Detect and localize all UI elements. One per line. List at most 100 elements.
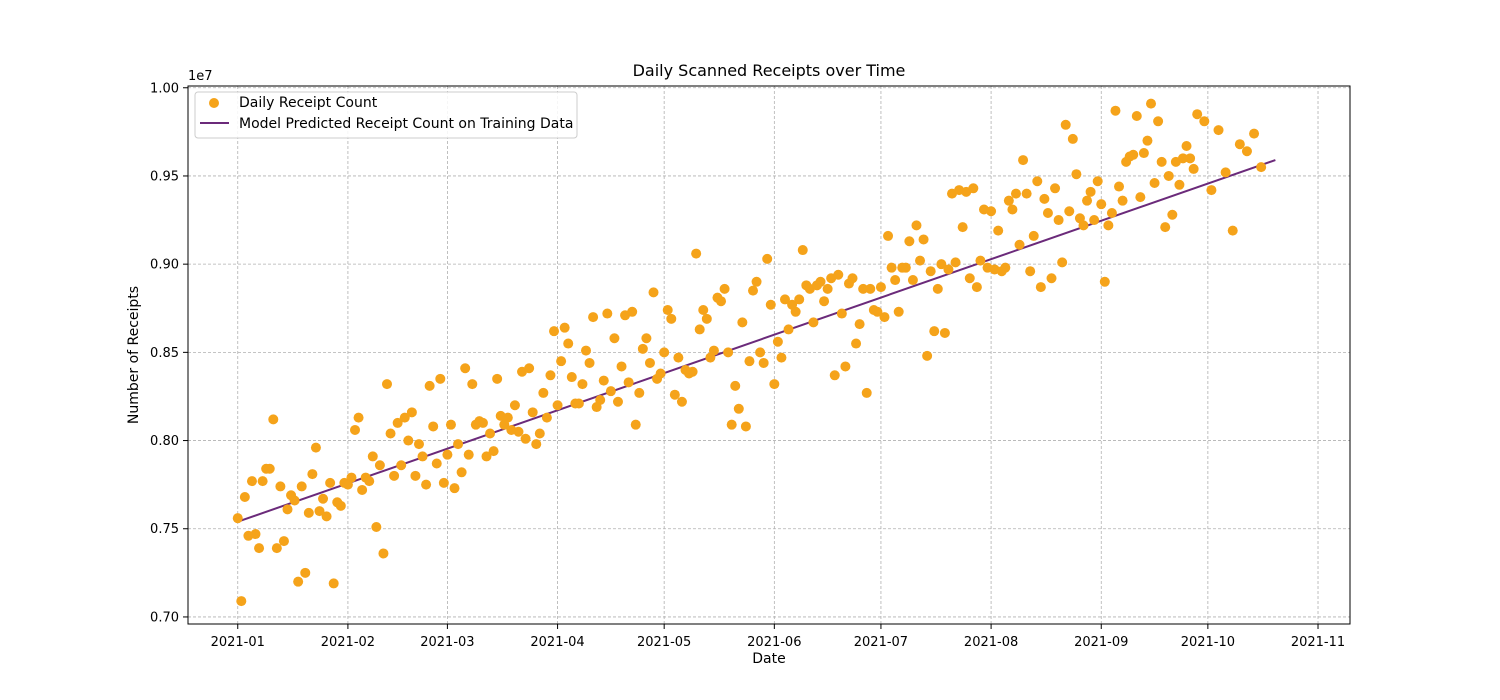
data-point: [811, 280, 822, 291]
data-point: [421, 479, 432, 490]
data-point: [588, 312, 599, 323]
data-point: [314, 506, 325, 517]
x-tick-label: 2021-04: [530, 635, 584, 650]
y-tick-label: 1.00: [150, 81, 179, 96]
data-point: [1099, 276, 1110, 287]
data-point: [911, 220, 922, 231]
y-tick-label: 0.90: [150, 258, 179, 273]
data-point: [236, 596, 247, 607]
data-point: [907, 275, 918, 286]
data-point: [1160, 222, 1171, 233]
data-point: [549, 326, 560, 337]
x-tick-label: 2021-06: [747, 635, 801, 650]
data-point: [1057, 257, 1068, 268]
data-point: [833, 269, 844, 280]
data-point: [1206, 185, 1217, 196]
data-point: [733, 403, 744, 414]
data-point: [865, 283, 876, 294]
data-point: [499, 419, 510, 430]
data-point: [367, 451, 378, 462]
data-point: [268, 414, 279, 425]
data-point: [513, 426, 524, 437]
y-tick-label: 0.95: [150, 169, 179, 184]
data-point: [630, 419, 641, 430]
data-point: [886, 262, 897, 273]
data-point: [1163, 170, 1174, 181]
data-point: [1220, 167, 1231, 178]
data-point: [762, 253, 773, 264]
data-point: [943, 264, 954, 275]
data-point: [371, 521, 382, 532]
data-point: [794, 294, 805, 305]
data-point: [1241, 146, 1252, 157]
data-point: [453, 439, 464, 450]
data-point: [634, 387, 645, 398]
data-point: [353, 412, 364, 423]
data-point: [538, 387, 549, 398]
data-point: [413, 439, 424, 450]
data-point: [321, 511, 332, 522]
data-point: [612, 396, 623, 407]
data-point: [563, 338, 574, 349]
x-tick-label: 2021-01: [211, 635, 265, 650]
data-point: [1174, 179, 1185, 190]
data-point: [232, 513, 243, 524]
data-point: [545, 370, 556, 381]
data-point: [1032, 176, 1043, 187]
data-point: [1042, 208, 1053, 219]
data-point: [460, 363, 471, 374]
regression-line: [237, 159, 1276, 523]
data-point: [851, 338, 862, 349]
data-point: [776, 352, 787, 363]
data-point: [655, 368, 666, 379]
data-point: [1185, 153, 1196, 164]
data-point: [1028, 230, 1039, 241]
data-point: [431, 458, 442, 469]
data-point: [556, 356, 567, 367]
data-point: [779, 294, 790, 305]
data-point: [939, 327, 950, 338]
data-point: [893, 306, 904, 317]
data-point: [637, 343, 648, 354]
data-point: [559, 322, 570, 333]
data-point: [389, 470, 400, 481]
y-tick-label: 0.80: [150, 434, 179, 449]
data-point: [1035, 282, 1046, 293]
data-point: [609, 333, 620, 344]
data-point: [758, 357, 769, 368]
x-tick-label: 2021-02: [321, 635, 375, 650]
plot-frame: [187, 85, 1351, 625]
data-point: [616, 361, 627, 372]
scatter-points-layer: [232, 98, 1267, 607]
data-point: [875, 282, 886, 293]
data-point: [275, 481, 286, 492]
data-point: [883, 230, 894, 241]
data-point: [1021, 188, 1032, 199]
data-point: [627, 306, 638, 317]
data-point: [307, 469, 318, 480]
data-point: [915, 255, 926, 266]
legend-box: [194, 91, 578, 139]
data-point: [1082, 195, 1093, 206]
data-point: [577, 379, 588, 390]
data-point: [580, 345, 591, 356]
data-point: [374, 460, 385, 471]
data-point: [1060, 119, 1071, 130]
data-point: [1234, 139, 1245, 150]
data-point: [438, 477, 449, 488]
data-point: [666, 313, 677, 324]
data-point: [993, 225, 1004, 236]
data-point: [264, 463, 275, 474]
data-point: [1014, 239, 1025, 250]
data-point: [922, 350, 933, 361]
data-point: [1003, 195, 1014, 206]
data-point: [737, 317, 748, 328]
data-point: [659, 347, 670, 358]
data-point: [1106, 208, 1117, 219]
data-point: [246, 476, 257, 487]
data-point: [623, 377, 634, 388]
data-point: [1053, 215, 1064, 226]
data-point: [783, 324, 794, 335]
data-point: [378, 548, 389, 559]
data-point: [644, 357, 655, 368]
